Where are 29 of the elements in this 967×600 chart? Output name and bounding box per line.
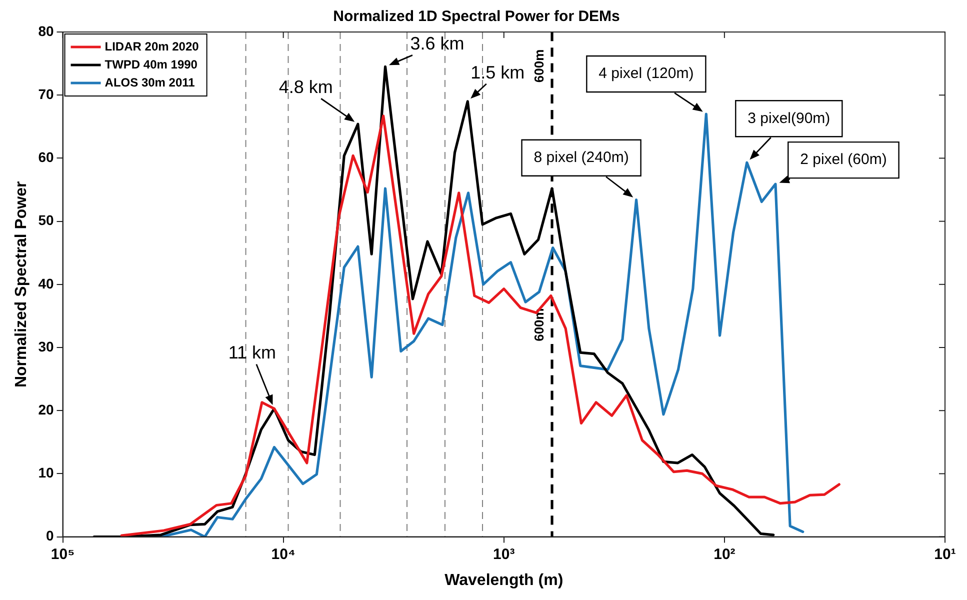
legend-label: ALOS 30m 2011 xyxy=(104,75,196,90)
y-tick-label: 40 xyxy=(38,275,54,292)
ref-line-label: 600m xyxy=(532,49,547,83)
chart-title: Normalized 1D Spectral Power for DEMs xyxy=(333,8,620,26)
annotation: 3 pixel(90m) xyxy=(748,110,830,127)
annotation: 1.5 km xyxy=(470,62,525,82)
legend-label: TWPD 40m 1990 xyxy=(104,57,198,72)
legend-label: LIDAR 20m 2020 xyxy=(104,39,200,54)
x-tick-label: 10¹ xyxy=(934,546,956,563)
x-axis-title: Wavelength (m) xyxy=(444,572,564,589)
annotation: 4 pixel (120m) xyxy=(598,65,694,82)
y-axis-title: Normalized Spectral Power xyxy=(13,181,30,388)
y-tick-label: 50 xyxy=(38,212,54,228)
x-tick-label: 10³ xyxy=(493,546,515,563)
annotation: 3.6 km xyxy=(410,34,464,54)
annotation: 2 pixel (60m) xyxy=(800,151,887,168)
x-tick-label: 10⁵ xyxy=(50,546,75,563)
x-tick-label: 10² xyxy=(714,546,736,563)
y-tick-label: 20 xyxy=(38,401,54,418)
annotation: 4.8 km xyxy=(278,77,333,98)
annotation: 8 pixel (240m) xyxy=(534,148,629,166)
y-tick-label: 30 xyxy=(38,338,54,354)
y-tick-label: 80 xyxy=(38,22,54,39)
y-tick-label: 0 xyxy=(46,528,54,544)
y-tick-label: 60 xyxy=(38,149,54,166)
x-tick-label: 10⁴ xyxy=(271,546,296,563)
y-tick-label: 70 xyxy=(38,86,54,102)
y-tick-label: 10 xyxy=(38,464,54,481)
annotation: 11 km xyxy=(228,342,276,363)
